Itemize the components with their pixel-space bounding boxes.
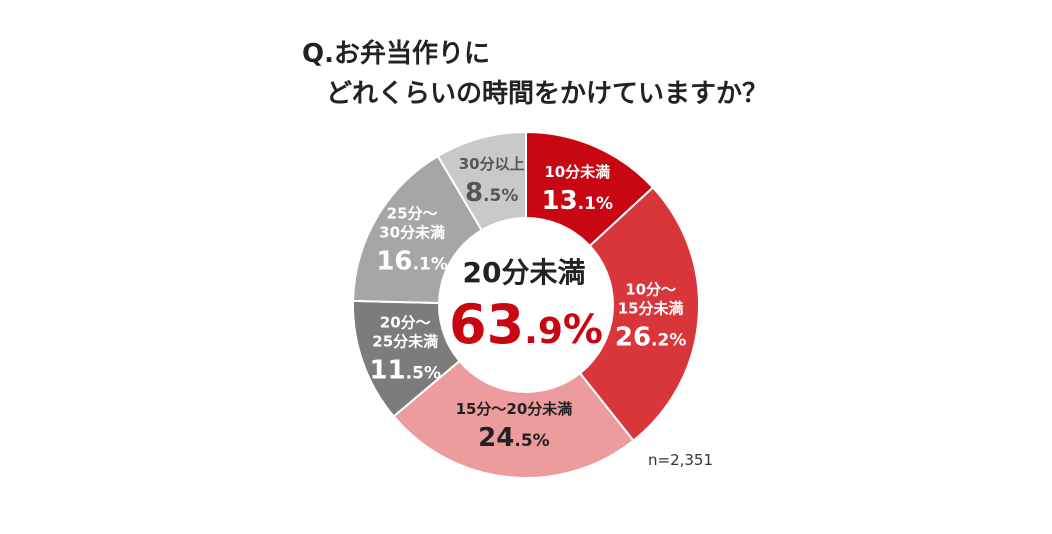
slice-category-label: 10分未満 — [544, 163, 610, 181]
slice-category-label: 10分〜 — [625, 281, 676, 299]
slice-value-label: 11.5% — [369, 355, 441, 385]
slice-value-label: 24.5% — [478, 423, 550, 453]
slice-label-4: 20分〜25分未満 11.5% — [369, 313, 441, 385]
slice-category-label: 20分〜 — [380, 313, 431, 331]
center-value: 63.9% — [449, 293, 603, 356]
slice-category-label: 30分以上 — [459, 155, 525, 173]
donut-hole — [438, 217, 614, 393]
slice-value-label: 13.1% — [541, 186, 613, 216]
slice-label-5: 25分〜30分未満 16.1% — [376, 204, 448, 276]
slice-category-label: 30分未満 — [379, 223, 445, 241]
chart-title-line2: どれくらいの時間をかけていますか？ — [326, 79, 769, 109]
slice-category-label: 15分未満 — [618, 300, 684, 318]
slice-category-label: 15分〜20分未満 — [456, 400, 573, 418]
slice-category-label: 25分未満 — [372, 332, 438, 350]
slice-label-2: 10分〜15分未満 26.2% — [615, 281, 687, 353]
slice-label-6: 30分以上 8.5% — [459, 155, 525, 208]
slice-label-3: 15分〜20分未満 24.5% — [456, 400, 573, 453]
center-label: 20分未満 — [463, 256, 586, 289]
slice-category-label: 25分〜 — [387, 204, 438, 222]
slice-value-label: 26.2% — [615, 323, 687, 353]
slice-label-1: 10分未満 13.1% — [541, 163, 613, 216]
chart-title: Q.お弁当作りに どれくらいの時間をかけていますか？ — [302, 34, 768, 114]
slice-value-label: 8.5% — [465, 178, 518, 208]
slice-value-label: 16.1% — [376, 246, 448, 276]
slice-labels: 10分未満 13.1% 10分〜15分未満 26.2% 15分〜20分未満 24.5% 20… — [369, 155, 686, 453]
chart-title-line1: Q.お弁当作りに — [302, 39, 490, 69]
sample-size-note: n=2,351 — [648, 451, 713, 469]
